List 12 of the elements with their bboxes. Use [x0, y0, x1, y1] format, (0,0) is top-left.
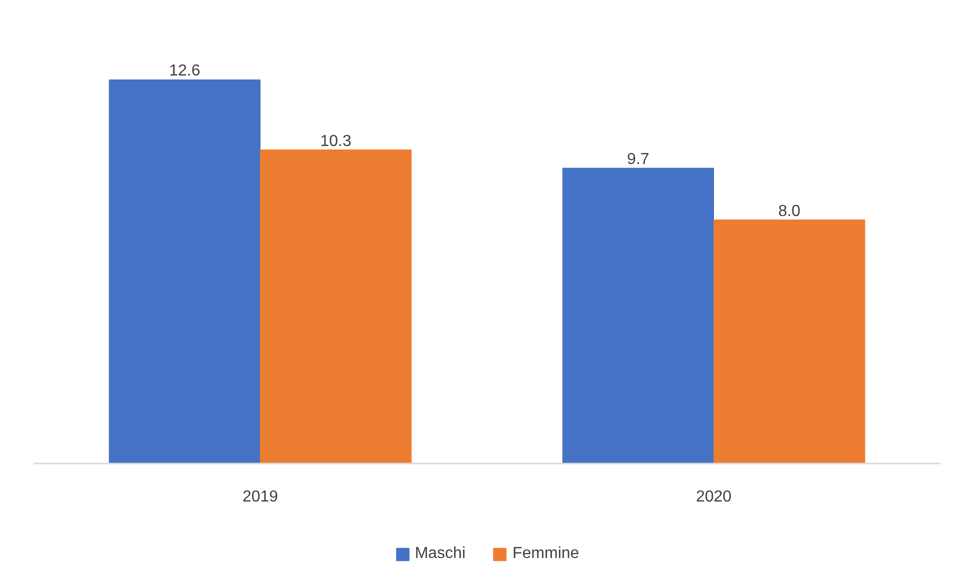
- data-label: 12.6: [169, 62, 200, 80]
- legend-label: Maschi: [414, 545, 466, 563]
- bar: [108, 79, 260, 464]
- bar: [562, 168, 714, 464]
- data-label: 10.3: [320, 132, 352, 150]
- legend-label: Femmine: [512, 545, 580, 563]
- data-label: 8.0: [778, 202, 801, 220]
- x-tick-label: 2019: [242, 488, 278, 506]
- data-label: 9.7: [627, 151, 650, 168]
- bar: [260, 150, 412, 464]
- bar: [714, 220, 866, 464]
- x-tick-label: 2020: [696, 488, 732, 506]
